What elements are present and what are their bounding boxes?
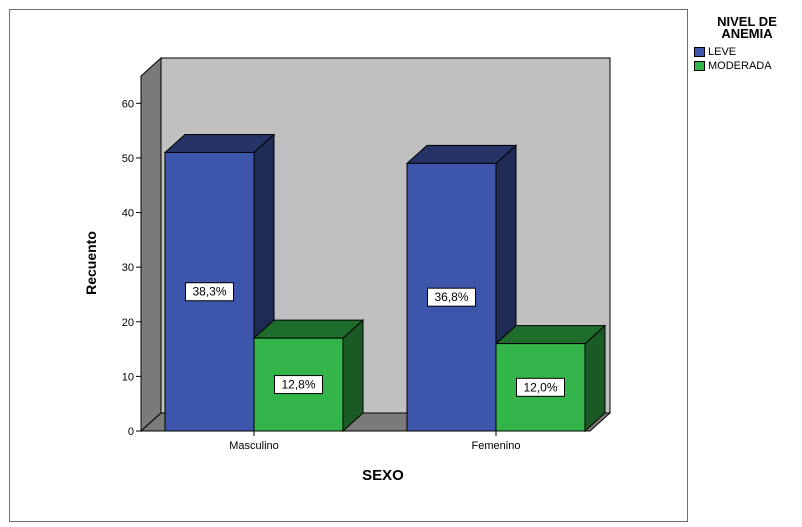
bar-top-leve-femenino [405, 144, 518, 164]
y-tick-label-4: 40 [122, 208, 134, 220]
y-tick-label-2: 20 [122, 317, 134, 329]
legend-label-moderada: MODERADA [708, 60, 772, 72]
x-tick-label-1: Femenino [472, 440, 521, 452]
y-tick-label-6: 60 [122, 98, 134, 110]
bar-top-moderada-masculino [252, 319, 365, 339]
y-tick-label-0: 0 [128, 426, 134, 438]
data-label-moderada-femenino: 12,0% [523, 380, 557, 394]
y-tick-label-5: 50 [122, 153, 134, 165]
data-label-box-leve-masculino [185, 282, 234, 302]
y-tick-label-3: 30 [122, 262, 134, 274]
legend-title-line-1: NIVEL DE [717, 14, 777, 29]
legend-swatch-moderada [694, 61, 705, 71]
bar-chart-plot: 0 10 20 30 40 50 60 38,3% 12,8% Masculino 36,8% 12,… [83, 56, 612, 484]
legend-item-leve: LEVE [694, 46, 800, 58]
bar-top-moderada-femenino [494, 325, 607, 345]
left-wall [140, 56, 162, 433]
data-label-leve-femenino: 36,8% [434, 290, 468, 304]
chart-frame: 0 10 20 30 40 50 60 38,3% 12,8% Masculino 36,8% 12,… [9, 9, 688, 522]
x-tick-label-0: Masculino [229, 440, 279, 452]
x-axis-title: SEXO [362, 467, 404, 484]
data-label-box-leve-femenino [427, 287, 476, 307]
y-axis-title: Recuento [83, 231, 99, 295]
bar-side-moderada-masculino [342, 319, 364, 433]
legend-title-line-2: ANEMIA [721, 26, 773, 41]
bar-top-leve-masculino [163, 133, 276, 153]
legend-swatch-leve [694, 47, 705, 57]
legend: NIVEL DE ANEMIA LEVE MODERADA [694, 14, 800, 72]
y-tick-label-1: 10 [122, 371, 134, 383]
data-label-box-moderada-masculino [274, 375, 323, 395]
data-label-moderada-masculino: 12,8% [281, 378, 315, 392]
data-label-box-moderada-femenino [516, 377, 565, 397]
legend-item-moderada: MODERADA [694, 60, 800, 72]
data-label-leve-masculino: 38,3% [192, 285, 226, 299]
legend-label-leve: LEVE [708, 46, 737, 58]
